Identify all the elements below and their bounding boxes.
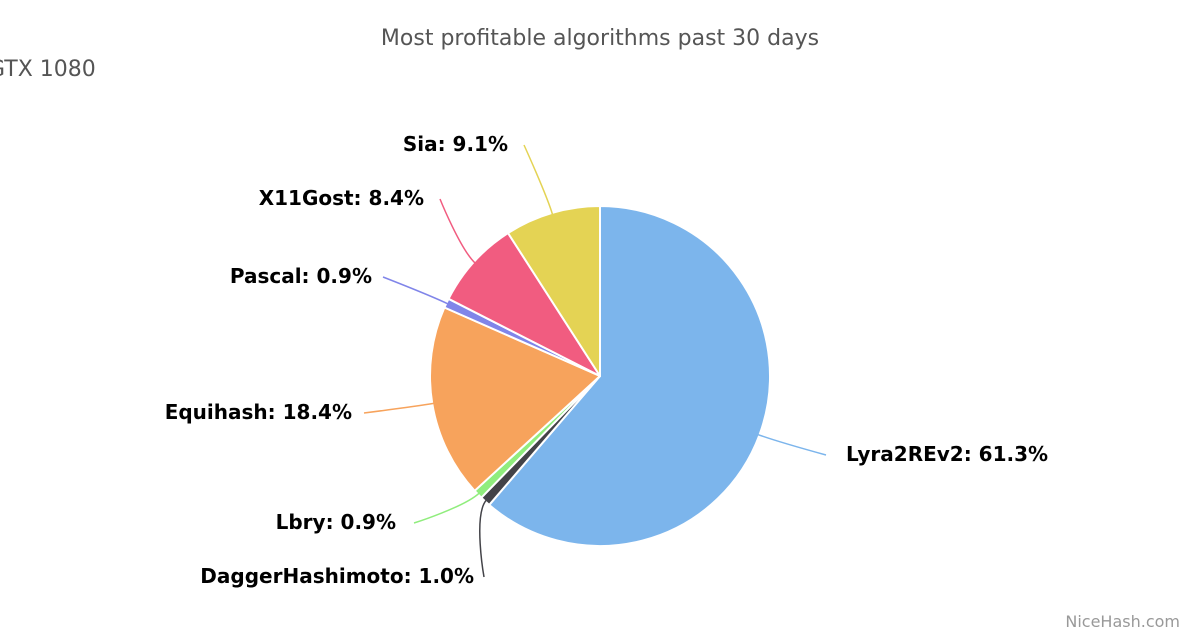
data-label-equihash: Equihash: 18.4%: [165, 400, 352, 424]
connector-equihash: [363, 402, 435, 414]
connector-sia: [523, 144, 554, 216]
data-label-lbry: Lbry: 0.9%: [276, 510, 396, 534]
data-label-daggerhashimoto: DaggerHashimoto: 1.0%: [200, 564, 474, 588]
data-label-lyra2rev2: Lyra2REv2: 61.3%: [846, 442, 1048, 466]
connector-lbry: [413, 492, 480, 524]
data-label-pascal: Pascal: 0.9%: [230, 264, 372, 288]
data-label-sia: Sia: 9.1%: [403, 132, 508, 156]
connector-lyra2rev2: [757, 433, 827, 456]
connector-x11gost: [439, 198, 476, 264]
connector-daggerhashimoto: [479, 499, 488, 578]
pie-connectors: [363, 144, 827, 578]
connector-pascal: [382, 276, 449, 305]
credit-link[interactable]: NiceHash.com: [1065, 612, 1180, 631]
data-label-x11gost: X11Gost: 8.4%: [259, 186, 424, 210]
pie-labels: Lyra2REv2: 61.3% DaggerHashimoto: 1.0% Lbr…: [165, 132, 1048, 588]
chart-subtitle: GTX 1080: [0, 57, 96, 82]
chart-title: Most profitable algorithms past 30 days: [380, 26, 820, 51]
pie-slices: [429, 205, 771, 547]
